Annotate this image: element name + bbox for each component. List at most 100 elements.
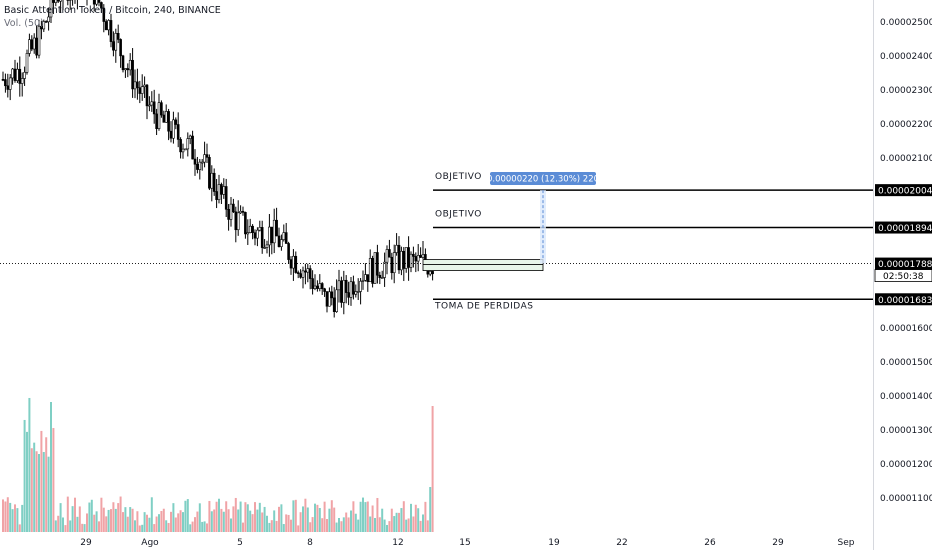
volume-bar (110, 509, 112, 532)
volume-bar (398, 513, 400, 532)
candle-body (232, 204, 234, 212)
candle-body (24, 72, 26, 78)
volume-bar (2, 499, 4, 532)
candle-body (211, 173, 213, 188)
candle-body (415, 256, 417, 261)
candle-body (127, 68, 129, 69)
volume-bar (259, 503, 261, 532)
volume-bar (216, 502, 218, 532)
volume-bar (84, 524, 86, 532)
volume-bar (249, 511, 251, 532)
volume-bar (177, 513, 179, 532)
level-text: OBJETIVO (435, 210, 482, 220)
volume-bar (12, 509, 14, 532)
y-tick-label: 0.00002200 (880, 120, 932, 130)
volume-bar (331, 500, 333, 532)
x-tick-label: 29 (772, 538, 784, 548)
volume-bar (184, 501, 186, 532)
volume-bar (206, 523, 208, 532)
volume-bar (36, 451, 38, 532)
candle-body (295, 256, 297, 272)
volume-bar (302, 506, 304, 532)
candle-body (345, 280, 347, 292)
volume-bar (328, 509, 330, 532)
candle-body (151, 102, 153, 105)
candle-body (38, 26, 40, 55)
candle-body (144, 85, 146, 87)
volume-bar (100, 498, 102, 532)
candle-body (420, 255, 422, 257)
volume-bar (40, 431, 42, 532)
volume-bar (364, 502, 366, 532)
volume-bar (67, 497, 69, 532)
y-tick-label: 0.00001500 (880, 358, 932, 368)
volume-bar (410, 504, 412, 532)
volume-bar (254, 502, 256, 532)
candle-body (324, 289, 326, 292)
volume-bar (278, 507, 280, 532)
volume-bar (261, 512, 263, 532)
candle-body (247, 233, 249, 234)
volume-bar (297, 525, 299, 532)
candle-body (388, 249, 390, 257)
volume-bar (422, 514, 424, 532)
volume-bar (312, 517, 314, 532)
candle-body (148, 105, 150, 106)
candle-body (194, 159, 196, 164)
volume-bar (252, 514, 254, 532)
candle-body (201, 162, 203, 163)
candle-body (132, 60, 134, 89)
volume-bar (271, 520, 273, 532)
x-tick-label: 29 (80, 538, 92, 548)
candle-body (192, 136, 194, 159)
candle-body (199, 162, 201, 169)
chart-legend: Basic Attention Token / Bitcoin, 240, BI… (4, 4, 221, 30)
candle-body (259, 227, 261, 230)
volume-bar (31, 448, 33, 532)
volume-bar (273, 510, 275, 532)
volume-bar (182, 512, 184, 532)
volume-bar (285, 514, 287, 532)
candle-body (408, 248, 410, 268)
candle-body (336, 290, 338, 312)
candle-body (319, 284, 321, 289)
candle-body (141, 87, 143, 94)
candle-body (364, 275, 366, 281)
volume-bar (388, 521, 390, 532)
candle-body (184, 149, 186, 150)
candle-body (297, 273, 299, 274)
volume-bar (151, 497, 153, 532)
candle-body (372, 258, 374, 283)
candle-body (60, 0, 62, 1)
volume-bar (33, 443, 35, 532)
candle-body (235, 212, 237, 230)
volume-bar (14, 504, 16, 532)
candle-body (115, 33, 117, 50)
volume-bar (343, 517, 345, 532)
volume-bar (304, 499, 306, 532)
volume-bar (91, 500, 93, 532)
volume-bar (400, 508, 402, 532)
candle-body (170, 131, 172, 138)
measure-label: 0.00000220 (12.30%) 220 (487, 175, 599, 185)
candle-body (403, 251, 405, 268)
candle-body (177, 125, 179, 140)
candle-body (273, 220, 275, 243)
volume-bar (9, 503, 11, 532)
volume-bar (158, 514, 160, 532)
candle-body (4, 80, 6, 86)
volume-bar (134, 520, 136, 532)
volume-bar (266, 516, 268, 532)
volume-bar (225, 501, 227, 532)
candle-body (36, 38, 38, 55)
candle-body (252, 226, 254, 232)
volume-bar (417, 508, 419, 532)
volume-bar (199, 503, 201, 532)
volume-bar (420, 521, 422, 532)
volume-bar (264, 507, 266, 532)
volume-bar (108, 510, 110, 532)
volume-bar (362, 498, 364, 532)
volume-bar (256, 510, 258, 532)
